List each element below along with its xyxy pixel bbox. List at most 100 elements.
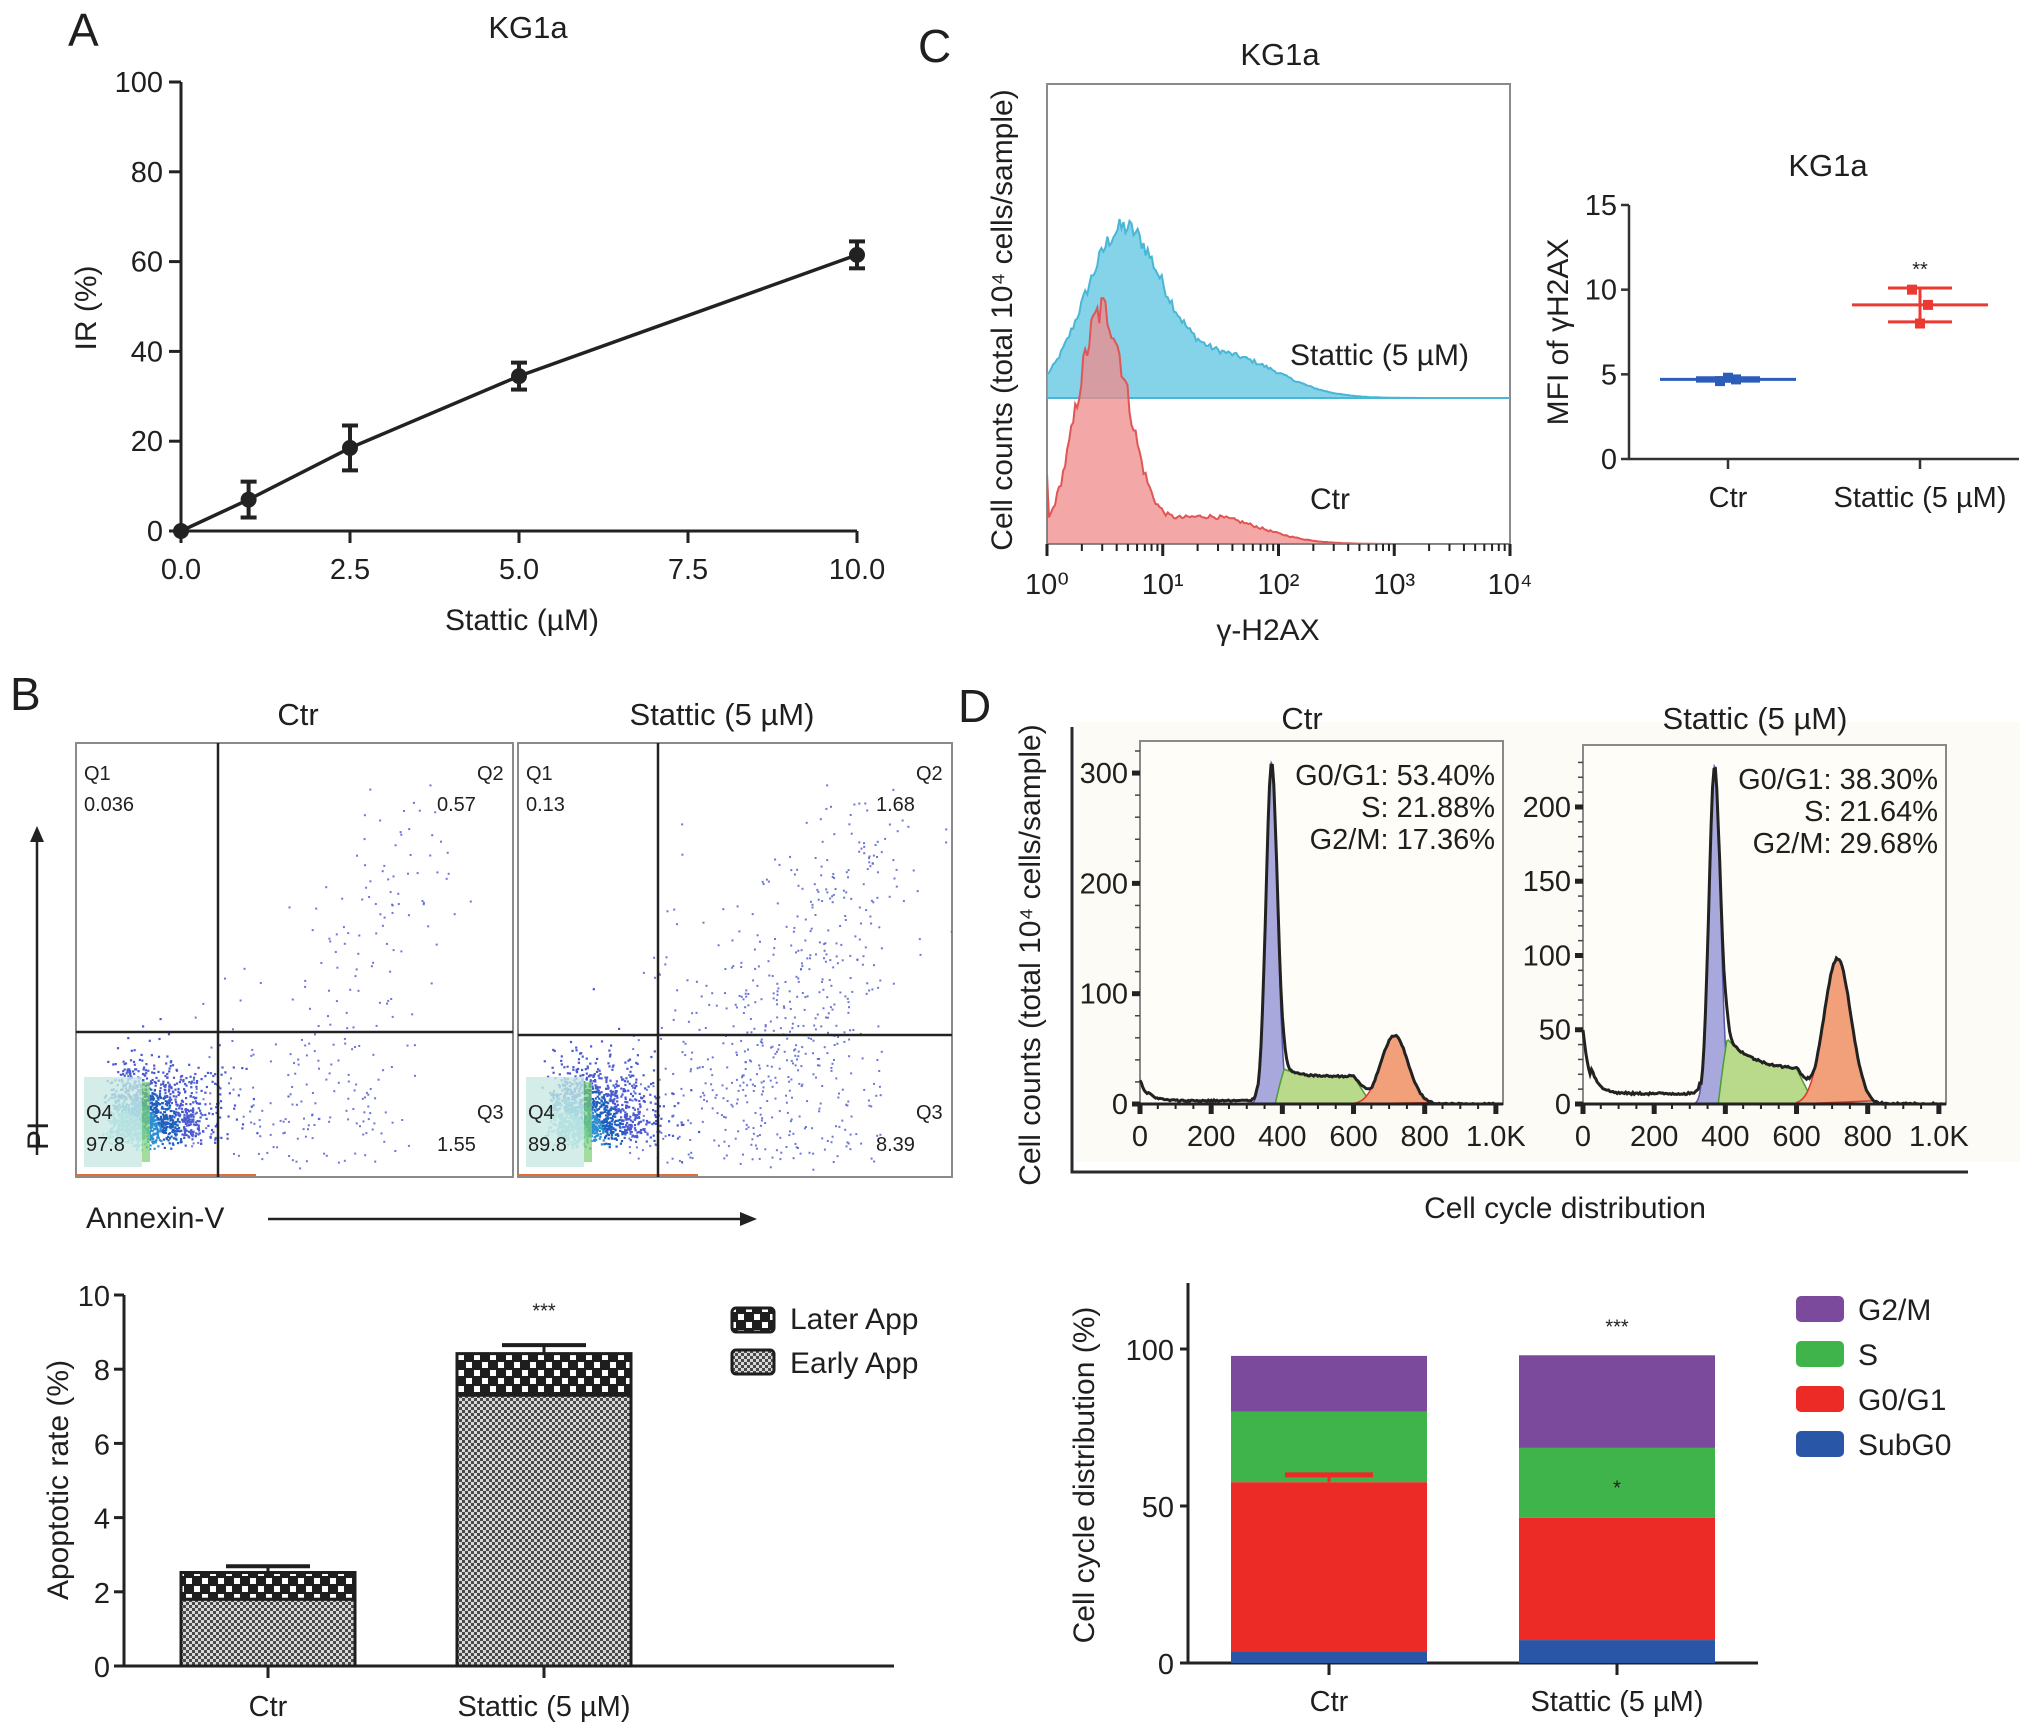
- event-dot: [794, 1054, 797, 1057]
- event-dot: [609, 1113, 612, 1116]
- event-dot: [858, 841, 861, 844]
- event-dot: [347, 1097, 350, 1100]
- event-dot: [804, 1052, 807, 1055]
- event-dot: [180, 1140, 183, 1144]
- event-dot: [328, 1072, 331, 1075]
- event-dot: [206, 1071, 209, 1074]
- event-dot: [722, 908, 725, 911]
- event-dot: [282, 1132, 285, 1135]
- event-dot: [677, 1102, 680, 1105]
- event-dot: [149, 1118, 152, 1121]
- event-dot: [624, 1111, 627, 1114]
- event-dot: [752, 1090, 755, 1092]
- event-dot: [151, 1138, 154, 1141]
- event-dot: [249, 1110, 252, 1113]
- event-dot: [397, 892, 400, 895]
- event-dot: [722, 1097, 725, 1100]
- event-dot: [848, 823, 851, 826]
- event-dot: [772, 1056, 775, 1059]
- event-dot: [735, 1006, 738, 1009]
- event-dot: [821, 840, 824, 843]
- event-dot: [830, 984, 833, 987]
- event-dot: [641, 1097, 644, 1100]
- event-dot: [753, 1085, 756, 1087]
- event-dot: [166, 1095, 169, 1098]
- event-dot: [149, 1112, 152, 1115]
- legend-swatch: [1796, 1386, 1844, 1412]
- event-dot: [355, 1083, 358, 1086]
- event-dot: [609, 1126, 612, 1129]
- event-dot: [877, 1025, 880, 1028]
- event-dot: [585, 1057, 588, 1060]
- event-dot: [343, 942, 346, 945]
- x-tick-label: 800: [1844, 1121, 1892, 1153]
- event-dot: [701, 1120, 704, 1123]
- phase-stat: G0/G1: 38.30%: [1738, 764, 1938, 796]
- event-dot: [825, 888, 828, 891]
- event-dot: [429, 854, 432, 857]
- event-dot: [770, 1046, 773, 1049]
- event-dot: [211, 1113, 214, 1116]
- event-dot: [774, 1097, 777, 1100]
- event-dot: [607, 1143, 610, 1146]
- event-dot: [602, 1095, 605, 1098]
- quadrant-value: 0.13: [526, 794, 565, 816]
- event-dot: [593, 1118, 596, 1121]
- event-dot: [642, 1119, 645, 1122]
- event-dot: [156, 1128, 159, 1131]
- event-dot: [738, 930, 741, 933]
- flow-title-ctr: Ctr: [277, 697, 318, 732]
- event-dot: [634, 1115, 637, 1118]
- event-dot: [737, 1130, 740, 1133]
- event-dot: [169, 1127, 172, 1130]
- event-dot: [615, 1108, 618, 1111]
- event-dot: [150, 1114, 153, 1117]
- event-dot: [294, 1072, 297, 1075]
- event-dot: [596, 1109, 599, 1112]
- event-dot: [163, 1088, 166, 1091]
- event-dot: [835, 942, 838, 945]
- event-dot: [764, 1024, 767, 1027]
- event-dot: [829, 959, 832, 962]
- y-tick-label: 8: [94, 1355, 110, 1387]
- event-dot: [179, 1078, 182, 1081]
- legend-swatch: [1796, 1296, 1844, 1322]
- event-dot: [469, 900, 472, 903]
- event-dot: [787, 1076, 790, 1078]
- series-label-stattic: Stattic (5 µM): [1290, 339, 1469, 372]
- event-dot: [714, 1179, 716, 1181]
- event-dot: [598, 1107, 601, 1110]
- event-dot: [650, 1055, 653, 1059]
- event-dot: [190, 1132, 193, 1135]
- event-dot: [178, 1115, 181, 1118]
- event-dot: [197, 1124, 200, 1127]
- event-dot: [812, 1152, 815, 1155]
- event-dot: [604, 1110, 607, 1113]
- x-tick-label: 1.0K: [1909, 1121, 1969, 1153]
- event-dot: [614, 1086, 617, 1089]
- event-dot: [169, 1096, 172, 1099]
- event-dot: [287, 1120, 290, 1123]
- event-dot: [207, 1124, 210, 1127]
- event-dot: [198, 1132, 201, 1135]
- event-dot: [598, 1127, 601, 1130]
- event-dot: [200, 1078, 203, 1081]
- event-dot: [639, 1104, 642, 1107]
- event-dot: [169, 1109, 172, 1113]
- event-dot: [841, 1119, 844, 1122]
- event-dot: [765, 878, 768, 881]
- event-dot: [149, 1127, 152, 1130]
- event-dot: [611, 1090, 614, 1093]
- event-dot: [739, 1084, 742, 1087]
- event-dot: [572, 1066, 575, 1069]
- event-dot: [710, 1083, 713, 1086]
- event-dot: [593, 1132, 596, 1135]
- event-dot: [689, 1139, 692, 1141]
- event-dot: [610, 1137, 614, 1140]
- event-dot: [613, 1106, 616, 1109]
- event-dot: [154, 1084, 157, 1087]
- event-dot: [649, 1136, 652, 1139]
- event-dot: [832, 893, 835, 896]
- event-dot: [218, 1044, 221, 1047]
- x-tick-label: 7.5: [668, 554, 708, 586]
